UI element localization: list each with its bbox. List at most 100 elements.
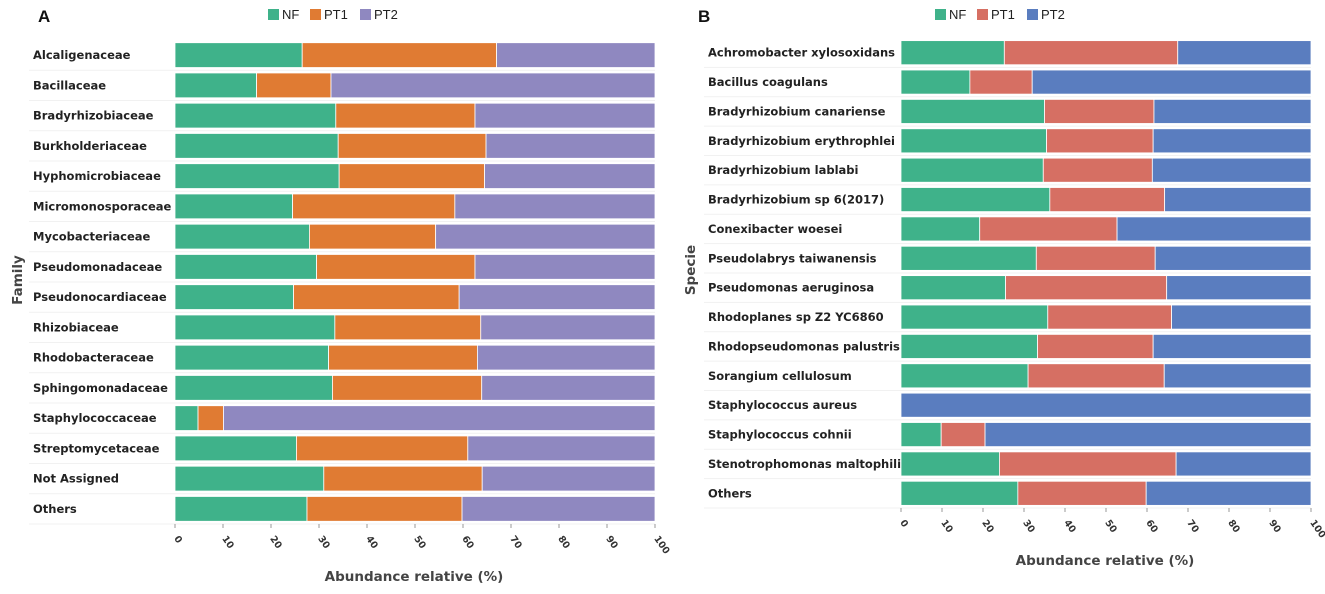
panel-b-category-label-bradyrhizobium-canariense: Bradyrhizobium canariense bbox=[708, 104, 886, 118]
panel-b-tick-label-30: 30 bbox=[1020, 518, 1037, 535]
panel-b-category-label-staphylococcus-aureus: Staphylococcus aureus bbox=[708, 398, 857, 412]
panel-b-bar-others-nf bbox=[900, 480, 1019, 506]
panel-b-tick-label-50: 50 bbox=[1102, 518, 1119, 535]
panel-b-bar-rhodoplanes-sp-z2-yc6860-nf bbox=[900, 304, 1049, 330]
panel-b-ylabel: Specie bbox=[683, 245, 699, 295]
panel-b-bar-staphylococcus-aureus-pt2 bbox=[900, 392, 1312, 418]
panel-a-category-label-hyphomicrobiaceae: Hyphomicrobiaceae bbox=[33, 169, 161, 183]
panel-a-bar-pseudomonadaceae-pt2 bbox=[474, 254, 656, 280]
panel-b-bar-bacillus-coagulans-pt2 bbox=[1031, 69, 1312, 95]
panel-a-bar-rhizobiaceae-pt1 bbox=[334, 314, 482, 341]
panel-b-bar-rhodoplanes-sp-z2-yc6860-pt2 bbox=[1171, 304, 1312, 330]
panel-a-bar-pseudonocardiaceae-nf bbox=[174, 284, 294, 310]
panel-b-category-label-achromobacter-xylosoxidans: Achromobacter xylosoxidans bbox=[708, 46, 895, 60]
panel-a-category-label-burkholderiaceae: Burkholderiaceae bbox=[33, 139, 147, 153]
panel-b-category-label-bradyrhizobium-erythrophlei: Bradyrhizobium erythrophlei bbox=[708, 134, 895, 148]
panel-b-bar-achromobacter-xylosoxidans-pt2 bbox=[1177, 40, 1312, 66]
panel-a-bar-not-assigned-nf bbox=[174, 465, 325, 492]
panel-a-bar-mycobacteriaceae-pt2 bbox=[435, 223, 656, 250]
panel-b-bar-bradyrhizobium-lablabi-pt1 bbox=[1042, 157, 1153, 183]
panel-a-bar-micromonosporaceae-pt2 bbox=[454, 193, 656, 220]
panel-b-category-label-bradyrhizobium-sp-6-2017: Bradyrhizobium sp 6(2017) bbox=[708, 193, 884, 207]
panel-a-category-label-micromonosporaceae: Micromonosporaceae bbox=[33, 199, 172, 213]
panel-b-bar-pseudomonas-aeruginosa-nf bbox=[900, 275, 1006, 301]
panel-a-bar-bradyrhizobiaceae-pt2 bbox=[474, 102, 656, 129]
panel-a-tick-label-70: 70 bbox=[507, 534, 524, 551]
panel-a-bar-streptomycetaceae-pt2 bbox=[467, 435, 656, 462]
panel-b-bar-conexibacter-woesei-pt1 bbox=[979, 216, 1118, 242]
panel-b-category-label-stenotrophomonas-maltophilia: Stenotrophomonas maltophilia bbox=[708, 457, 909, 471]
panel-b-tick-label-20: 20 bbox=[979, 518, 996, 535]
panel-b-xlabel: Abundance relative (%) bbox=[1016, 553, 1195, 569]
panel-a-bar-pseudonocardiaceae-pt1 bbox=[293, 284, 460, 310]
panel-b-category-label-rhodoplanes-sp-z2-yc6860: Rhodoplanes sp Z2 YC6860 bbox=[708, 310, 884, 324]
panel-b-tick-label-40: 40 bbox=[1061, 518, 1078, 535]
panel-b-bar-bradyrhizobium-lablabi-nf bbox=[900, 157, 1044, 183]
panel-a-bar-staphylococcaceae-pt2 bbox=[223, 405, 656, 431]
panel-a-category-label-others: Others bbox=[33, 502, 77, 516]
panel-b-bar-bradyrhizobium-sp-6-2017-pt1 bbox=[1049, 187, 1166, 213]
panel-a-category-label-bacillaceae: Bacillaceae bbox=[33, 78, 106, 92]
panel-b-category-label-staphylococcus-cohnii: Staphylococcus cohnii bbox=[708, 428, 852, 442]
panel-a-bar-alcaligenaceae-pt2 bbox=[496, 42, 656, 68]
panel-a-bar-pseudomonadaceae-nf bbox=[174, 254, 318, 280]
panel-b-bar-pseudolabrys-taiwanensis-pt1 bbox=[1035, 245, 1156, 271]
panel-b-tick-label-10: 10 bbox=[938, 518, 955, 535]
panel-a-category-label-rhodobacteraceae: Rhodobacteraceae bbox=[33, 351, 154, 365]
panel-a-bar-bradyrhizobiaceae-nf bbox=[174, 102, 337, 129]
panel-a-bar-hyphomicrobiaceae-pt2 bbox=[484, 163, 656, 189]
panel-a-bar-others-pt2 bbox=[461, 496, 656, 522]
panel-b-category-label-sorangium-cellulosum: Sorangium cellulosum bbox=[708, 369, 852, 383]
panel-a-bar-not-assigned-pt2 bbox=[481, 465, 656, 492]
panel-b-bar-sorangium-cellulosum-pt1 bbox=[1027, 363, 1165, 389]
panel-b-legend-swatch-pt1 bbox=[977, 9, 988, 20]
panel-a-bar-hyphomicrobiaceae-pt1 bbox=[338, 163, 486, 189]
panel-b-bar-others-pt1 bbox=[1017, 480, 1147, 506]
panel-a-tick-label-80: 80 bbox=[555, 534, 572, 551]
panel-a-category-label-not-assigned: Not Assigned bbox=[33, 472, 119, 486]
panel-a-bar-pseudomonadaceae-pt1 bbox=[316, 254, 476, 280]
panel-a-tick-label-50: 50 bbox=[411, 534, 428, 551]
panel-b-category-label-bacillus-coagulans: Bacillus coagulans bbox=[708, 75, 828, 89]
panel-b-legend-swatch-pt2 bbox=[1027, 9, 1038, 20]
panel-a-tick-label-20: 20 bbox=[267, 534, 284, 551]
panel-a-ylabel: Family bbox=[10, 255, 26, 305]
panel-a-bar-bradyrhizobiaceae-pt1 bbox=[335, 102, 476, 129]
panel-b-bar-stenotrophomonas-maltophilia-pt1 bbox=[999, 451, 1177, 477]
panel-b-bar-stenotrophomonas-maltophilia-nf bbox=[900, 451, 1000, 477]
panel-b-category-label-conexibacter-woesei: Conexibacter woesei bbox=[708, 222, 842, 236]
panel-a-bar-burkholderiaceae-pt2 bbox=[485, 133, 656, 159]
panel-a-bar-sphingomonadaceae-nf bbox=[174, 375, 333, 401]
panel-b-bar-stenotrophomonas-maltophilia-pt2 bbox=[1175, 451, 1312, 477]
panel-b-bar-pseudomonas-aeruginosa-pt1 bbox=[1005, 275, 1168, 301]
panel-b-tick-label-70: 70 bbox=[1184, 518, 1201, 535]
panel-a-category-label-bradyrhizobiaceae: Bradyrhizobiaceae bbox=[33, 109, 154, 123]
panel-b-bar-rhodopseudomonas-palustris-nf bbox=[900, 333, 1038, 359]
panel-a-bar-mycobacteriaceae-pt1 bbox=[308, 223, 437, 250]
panel-a-tick-label-40: 40 bbox=[363, 534, 380, 551]
panel-b-bar-bradyrhizobium-erythrophlei-pt2 bbox=[1152, 128, 1312, 154]
panel-a-tick-label-100: 100 bbox=[651, 534, 672, 557]
panel-b-legend-label-pt1: PT1 bbox=[991, 7, 1015, 22]
panel-b-bar-pseudolabrys-taiwanensis-nf bbox=[900, 245, 1037, 271]
panel-a-bar-staphylococcaceae-nf bbox=[174, 405, 199, 431]
panel-b-bar-staphylococcus-cohnii-nf bbox=[900, 422, 942, 448]
panel-b-category-label-others: Others bbox=[708, 486, 752, 500]
panel-a-bar-pseudonocardiaceae-pt2 bbox=[458, 284, 656, 310]
panel-a-category-label-pseudomonadaceae: Pseudomonadaceae bbox=[33, 260, 162, 274]
panel-a-bar-not-assigned-pt1 bbox=[323, 465, 483, 492]
panel-a-tick-label-30: 30 bbox=[315, 534, 332, 551]
panel-b-bar-sorangium-cellulosum-nf bbox=[900, 363, 1029, 389]
panel-b-letter: B bbox=[698, 7, 710, 26]
panel-a-legend-swatch-pt2 bbox=[360, 9, 371, 20]
panel-a-legend-label-pt2: PT2 bbox=[374, 7, 398, 22]
panel-a-bar-streptomycetaceae-nf bbox=[174, 435, 297, 462]
panel-a-bar-bacillaceae-pt1 bbox=[256, 72, 332, 99]
panel-a-bar-bacillaceae-nf bbox=[174, 72, 257, 99]
panel-b-tick-label-90: 90 bbox=[1266, 518, 1283, 535]
panel-b-category-label-pseudomonas-aeruginosa: Pseudomonas aeruginosa bbox=[708, 281, 874, 295]
panel-b-legend-swatch-nf bbox=[935, 9, 946, 20]
panel-b-legend-label-pt2: PT2 bbox=[1041, 7, 1065, 22]
panel-b-bar-bradyrhizobium-sp-6-2017-nf bbox=[900, 187, 1051, 213]
panel-a-category-label-streptomycetaceae: Streptomycetaceae bbox=[33, 441, 160, 455]
